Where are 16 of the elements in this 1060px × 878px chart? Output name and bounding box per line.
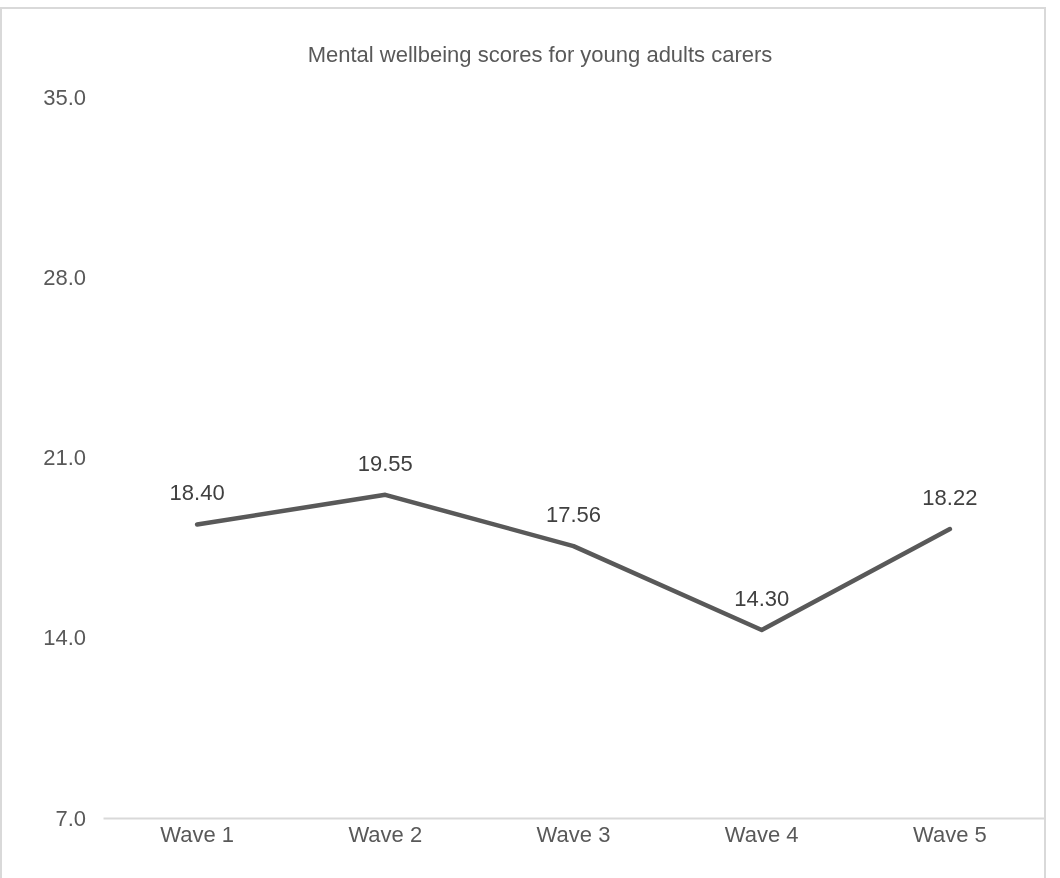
data-label: 18.40: [169, 480, 225, 506]
x-tick-label: Wave 3: [536, 821, 611, 847]
y-tick-label: 14.0: [43, 625, 86, 651]
y-tick-label: 28.0: [43, 264, 86, 290]
data-label: 19.55: [357, 450, 413, 476]
x-tick-label: Wave 1: [160, 821, 234, 847]
data-label: 17.56: [545, 502, 602, 528]
x-tick-label: Wave 5: [913, 821, 987, 847]
data-label: 14.30: [734, 586, 790, 612]
x-tick-label: Wave 2: [348, 821, 423, 847]
y-tick-label: 35.0: [43, 84, 86, 110]
y-tick-label: 21.0: [43, 445, 86, 471]
y-tick-label: 7.0: [55, 805, 86, 831]
data-label: 18.22: [922, 485, 978, 511]
x-tick-label: Wave 4: [724, 821, 799, 847]
chart-title: Mental wellbeing scores for young adults carers: [307, 42, 773, 67]
